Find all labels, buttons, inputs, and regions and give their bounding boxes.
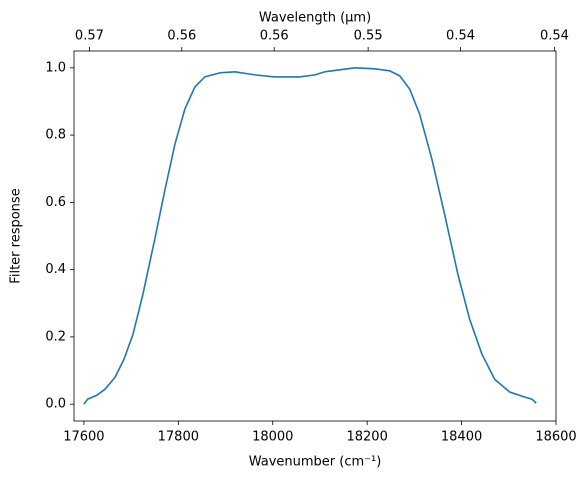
y-tick-label: 0.4 xyxy=(45,262,66,277)
x2-tick-label: 0.55 xyxy=(354,29,383,44)
x2-tick-label: 0.56 xyxy=(260,29,289,44)
y-tick-label: 1.0 xyxy=(45,60,66,75)
x-tick-label: 18000 xyxy=(252,430,293,445)
x-axis-label: Wavenumber (cm⁻¹) xyxy=(249,455,382,470)
x2-tick-label: 0.56 xyxy=(167,29,196,44)
y-tick-label: 0.0 xyxy=(45,397,66,412)
x-tick-label: 17800 xyxy=(158,430,199,445)
x2-axis-label: Wavelength (μm) xyxy=(259,11,371,26)
x-tick-label: 18400 xyxy=(441,430,482,445)
plot-frame xyxy=(73,50,557,422)
y-tick-label: 0.6 xyxy=(45,195,66,210)
y-tick-label: 0.2 xyxy=(45,329,66,344)
y-tick-label: 0.8 xyxy=(45,128,66,143)
x2-tick-label: 0.54 xyxy=(540,29,569,44)
x-tick-label: 18600 xyxy=(535,430,576,445)
x2-tick-label: 0.57 xyxy=(75,29,104,44)
x-tick-label: 17600 xyxy=(63,430,104,445)
y-axis-label: Filter response xyxy=(9,188,24,283)
line-series xyxy=(83,67,537,405)
x2-tick-label: 0.54 xyxy=(446,29,475,44)
x-tick-label: 18200 xyxy=(346,430,387,445)
